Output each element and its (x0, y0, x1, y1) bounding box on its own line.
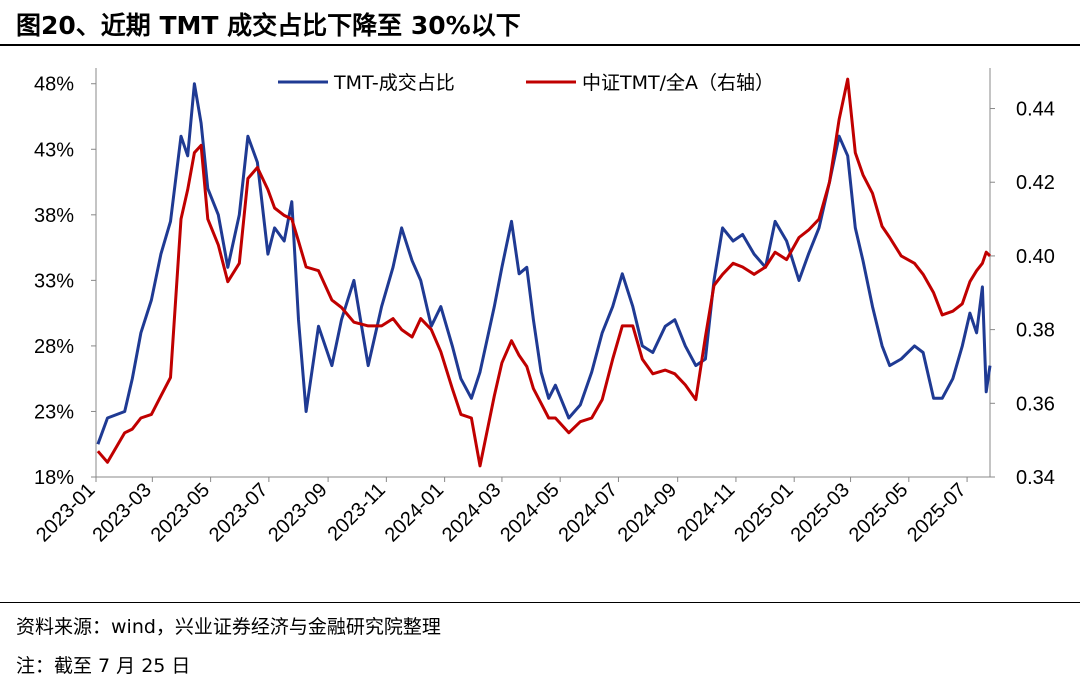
left-tick-label: 28% (34, 336, 74, 358)
x-tick-label: 2025-01 (730, 479, 797, 546)
tmt-share-line (96, 82, 992, 445)
source-note: 资料来源：wind，兴业证券经济与金融研究院整理 (16, 616, 441, 638)
x-tick-label: 2025-07 (903, 479, 970, 546)
tmt-index-ratio-line (96, 77, 992, 468)
left-tick-label: 18% (34, 467, 74, 489)
legend-tmt-share-label: TMT-成交占比 (333, 72, 455, 94)
right-tick-label: 0.38 (1016, 320, 1055, 342)
left-tick-label: 38% (34, 205, 74, 227)
x-tick-label: 2023-05 (147, 479, 214, 546)
title-bar: 图20、近期 TMT 成交占比下降至 30%以下 (0, 0, 1080, 46)
right-tick-label: 0.42 (1016, 172, 1055, 194)
tmt-chart: 48% 43% 38% 33% 28% 23% 18% 0.44 0.42 0.40 0.38 0.3… (32, 68, 1055, 546)
legend-tmt-index-ratio-label: 中证TMT/全A（右轴） (582, 72, 774, 94)
x-tick-label: 2024-03 (438, 479, 505, 546)
x-tick-label: 2023-03 (88, 479, 155, 546)
right-tick-label: 0.36 (1016, 393, 1055, 415)
right-tick-label: 0.34 (1016, 467, 1055, 489)
left-tick-label: 33% (34, 270, 74, 292)
right-tick-label: 0.40 (1016, 246, 1055, 268)
x-tick-label: 2025-05 (845, 479, 912, 546)
x-tick-label: 2023-09 (264, 479, 331, 546)
series-layer (96, 77, 992, 468)
left-tick-label: 43% (34, 139, 74, 161)
x-tick-label: 2025-03 (787, 479, 854, 546)
x-tick-label: 2024-05 (496, 479, 563, 546)
right-tick-label: 0.44 (1016, 99, 1055, 121)
title-divider (0, 44, 1080, 46)
legend: TMT-成交占比 中证TMT/全A（右轴） (278, 72, 774, 94)
axes-layer: 48% 43% 38% 33% 28% 23% 18% 0.44 0.42 0.40 0.38 0.3… (32, 68, 1055, 546)
x-tick-label: 2024-11 (673, 479, 739, 545)
x-tick-label: 2023-11 (323, 479, 389, 545)
left-tick-label: 23% (34, 401, 74, 423)
x-tick-label: 2023-07 (205, 479, 272, 546)
footer-divider (0, 602, 1080, 603)
date-note: 注：截至 7 月 25 日 (16, 655, 191, 677)
x-tick-label: 2024-01 (381, 479, 448, 546)
x-tick-label: 2023-01 (32, 479, 99, 546)
x-tick-label: 2024-07 (555, 479, 622, 546)
left-tick-label: 48% (34, 74, 74, 96)
x-tick-label: 2024-09 (614, 479, 681, 546)
page-title: 图20、近期 TMT 成交占比下降至 30%以下 (16, 11, 521, 40)
